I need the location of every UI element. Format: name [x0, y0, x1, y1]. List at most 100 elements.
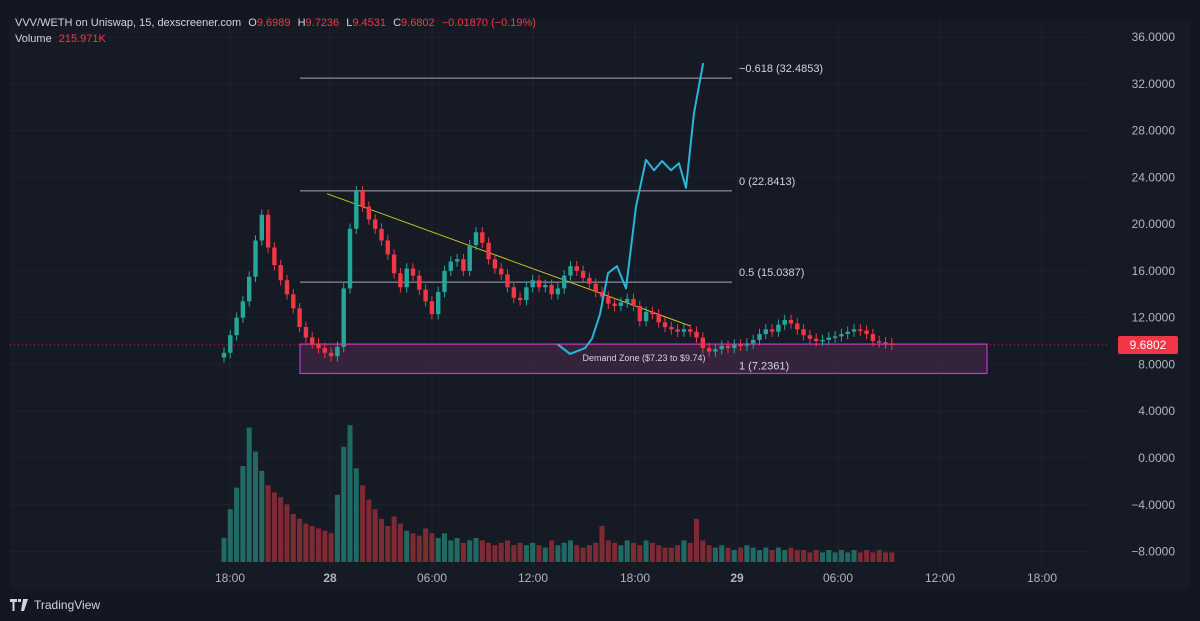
volume-bar: [416, 535, 422, 562]
candle-body: [536, 280, 542, 288]
volume-bar: [788, 547, 794, 562]
projection-line: [557, 62, 704, 355]
volume-bar: [656, 545, 662, 562]
candle-body: [265, 214, 271, 248]
volume-bar: [542, 547, 548, 562]
candle-body: [593, 283, 598, 292]
candle-body: [347, 228, 353, 289]
close-label: C: [393, 17, 402, 29]
chart-legend: VVV/WETH on Uniswap, 15, dexscreener.com…: [15, 15, 540, 47]
volume-bar: [631, 542, 636, 562]
volume-bar: [580, 547, 586, 562]
volume-bar: [681, 540, 687, 562]
volume-bar: [561, 542, 567, 562]
candle-body: [284, 280, 290, 295]
volume-bar: [731, 550, 737, 562]
candle-body: [877, 341, 882, 343]
volume-bar: [712, 547, 718, 562]
chart-area[interactable]: [10, 20, 1190, 590]
projection-path: [557, 62, 704, 355]
volume-bar: [284, 504, 290, 562]
candle-body: [253, 240, 258, 277]
candle-body: [341, 288, 346, 347]
volume-bar: [807, 552, 813, 562]
candle-body: [694, 331, 699, 338]
candle-body: [524, 287, 529, 301]
candle-body: [492, 259, 498, 269]
volume-bar: [536, 545, 542, 562]
trendline-line: [326, 193, 691, 327]
candle-body: [555, 288, 561, 295]
pair-title: VVV/WETH on Uniswap, 15, dexscreener.com: [15, 17, 242, 29]
candle-body: [650, 311, 655, 315]
candle-body: [864, 330, 869, 335]
volume-bar: [649, 542, 655, 562]
volume-bar: [813, 550, 819, 562]
candle-body: [549, 284, 554, 295]
candle-body: [562, 275, 567, 289]
volume-bar: [530, 542, 536, 562]
candle-body: [461, 259, 466, 271]
volume-bar: [265, 485, 271, 562]
candle-body: [618, 302, 624, 306]
candle-body: [801, 329, 806, 336]
volume-bar: [221, 538, 227, 562]
volume-bar: [687, 542, 693, 562]
volume-bar: [404, 530, 410, 562]
candle-body: [807, 335, 813, 339]
volume-value: 215.971K: [58, 33, 106, 45]
volume-bar: [423, 528, 429, 562]
x-tick-label: 06:00: [823, 571, 853, 585]
candle-body: [410, 268, 416, 276]
volume-bar: [694, 518, 699, 562]
candle-body: [751, 339, 756, 344]
candle-body: [662, 322, 668, 328]
high-value: 9.7236: [305, 17, 340, 29]
candle-body: [845, 331, 850, 335]
volume-bar: [637, 545, 643, 562]
candle-body: [612, 303, 617, 306]
volume-bar: [334, 494, 340, 562]
y-tick-label: 20.0000: [1132, 217, 1176, 231]
volume-bar: [851, 550, 857, 562]
candle-body: [303, 327, 309, 338]
candle-body: [499, 268, 504, 275]
volume-bar: [700, 540, 706, 562]
volume-label: Volume: [15, 33, 52, 45]
volume-bar: [366, 499, 372, 562]
candle-body: [769, 329, 775, 332]
volume-bar: [820, 552, 825, 562]
candle-body: [448, 261, 453, 271]
candle-body: [328, 352, 334, 357]
candle-body: [240, 301, 246, 318]
candle-body: [580, 270, 586, 278]
candle-body: [832, 336, 838, 338]
volume-bar: [864, 550, 870, 562]
open-value: 9.6989: [256, 17, 291, 29]
demand-zone: Demand Zone ($7.23 to $9.74): [299, 343, 988, 375]
change-value: −0.01870 (−0.19%): [441, 17, 536, 29]
candle-body: [858, 329, 863, 331]
volume-bar: [347, 425, 353, 562]
volume-bar: [278, 497, 284, 562]
candle-body: [429, 301, 435, 315]
candle-body: [795, 323, 800, 330]
volume-bar: [857, 552, 863, 562]
volume-bar: [328, 533, 334, 562]
candle-body: [316, 343, 321, 349]
volume-bar: [599, 526, 605, 562]
volume-bar: [309, 526, 315, 562]
volume-bar: [353, 468, 359, 562]
volume-bar: [725, 547, 731, 562]
demand-zone-box: [299, 343, 988, 375]
candle-body: [782, 320, 787, 325]
candle-body: [442, 270, 447, 292]
volume-bar: [410, 533, 416, 562]
volume-bar: [246, 427, 252, 562]
candle-body: [272, 247, 277, 266]
volume-bar: [668, 547, 674, 562]
volume-bar: [593, 542, 599, 562]
footer: TradingView: [10, 598, 100, 612]
candle-body: [385, 240, 390, 255]
